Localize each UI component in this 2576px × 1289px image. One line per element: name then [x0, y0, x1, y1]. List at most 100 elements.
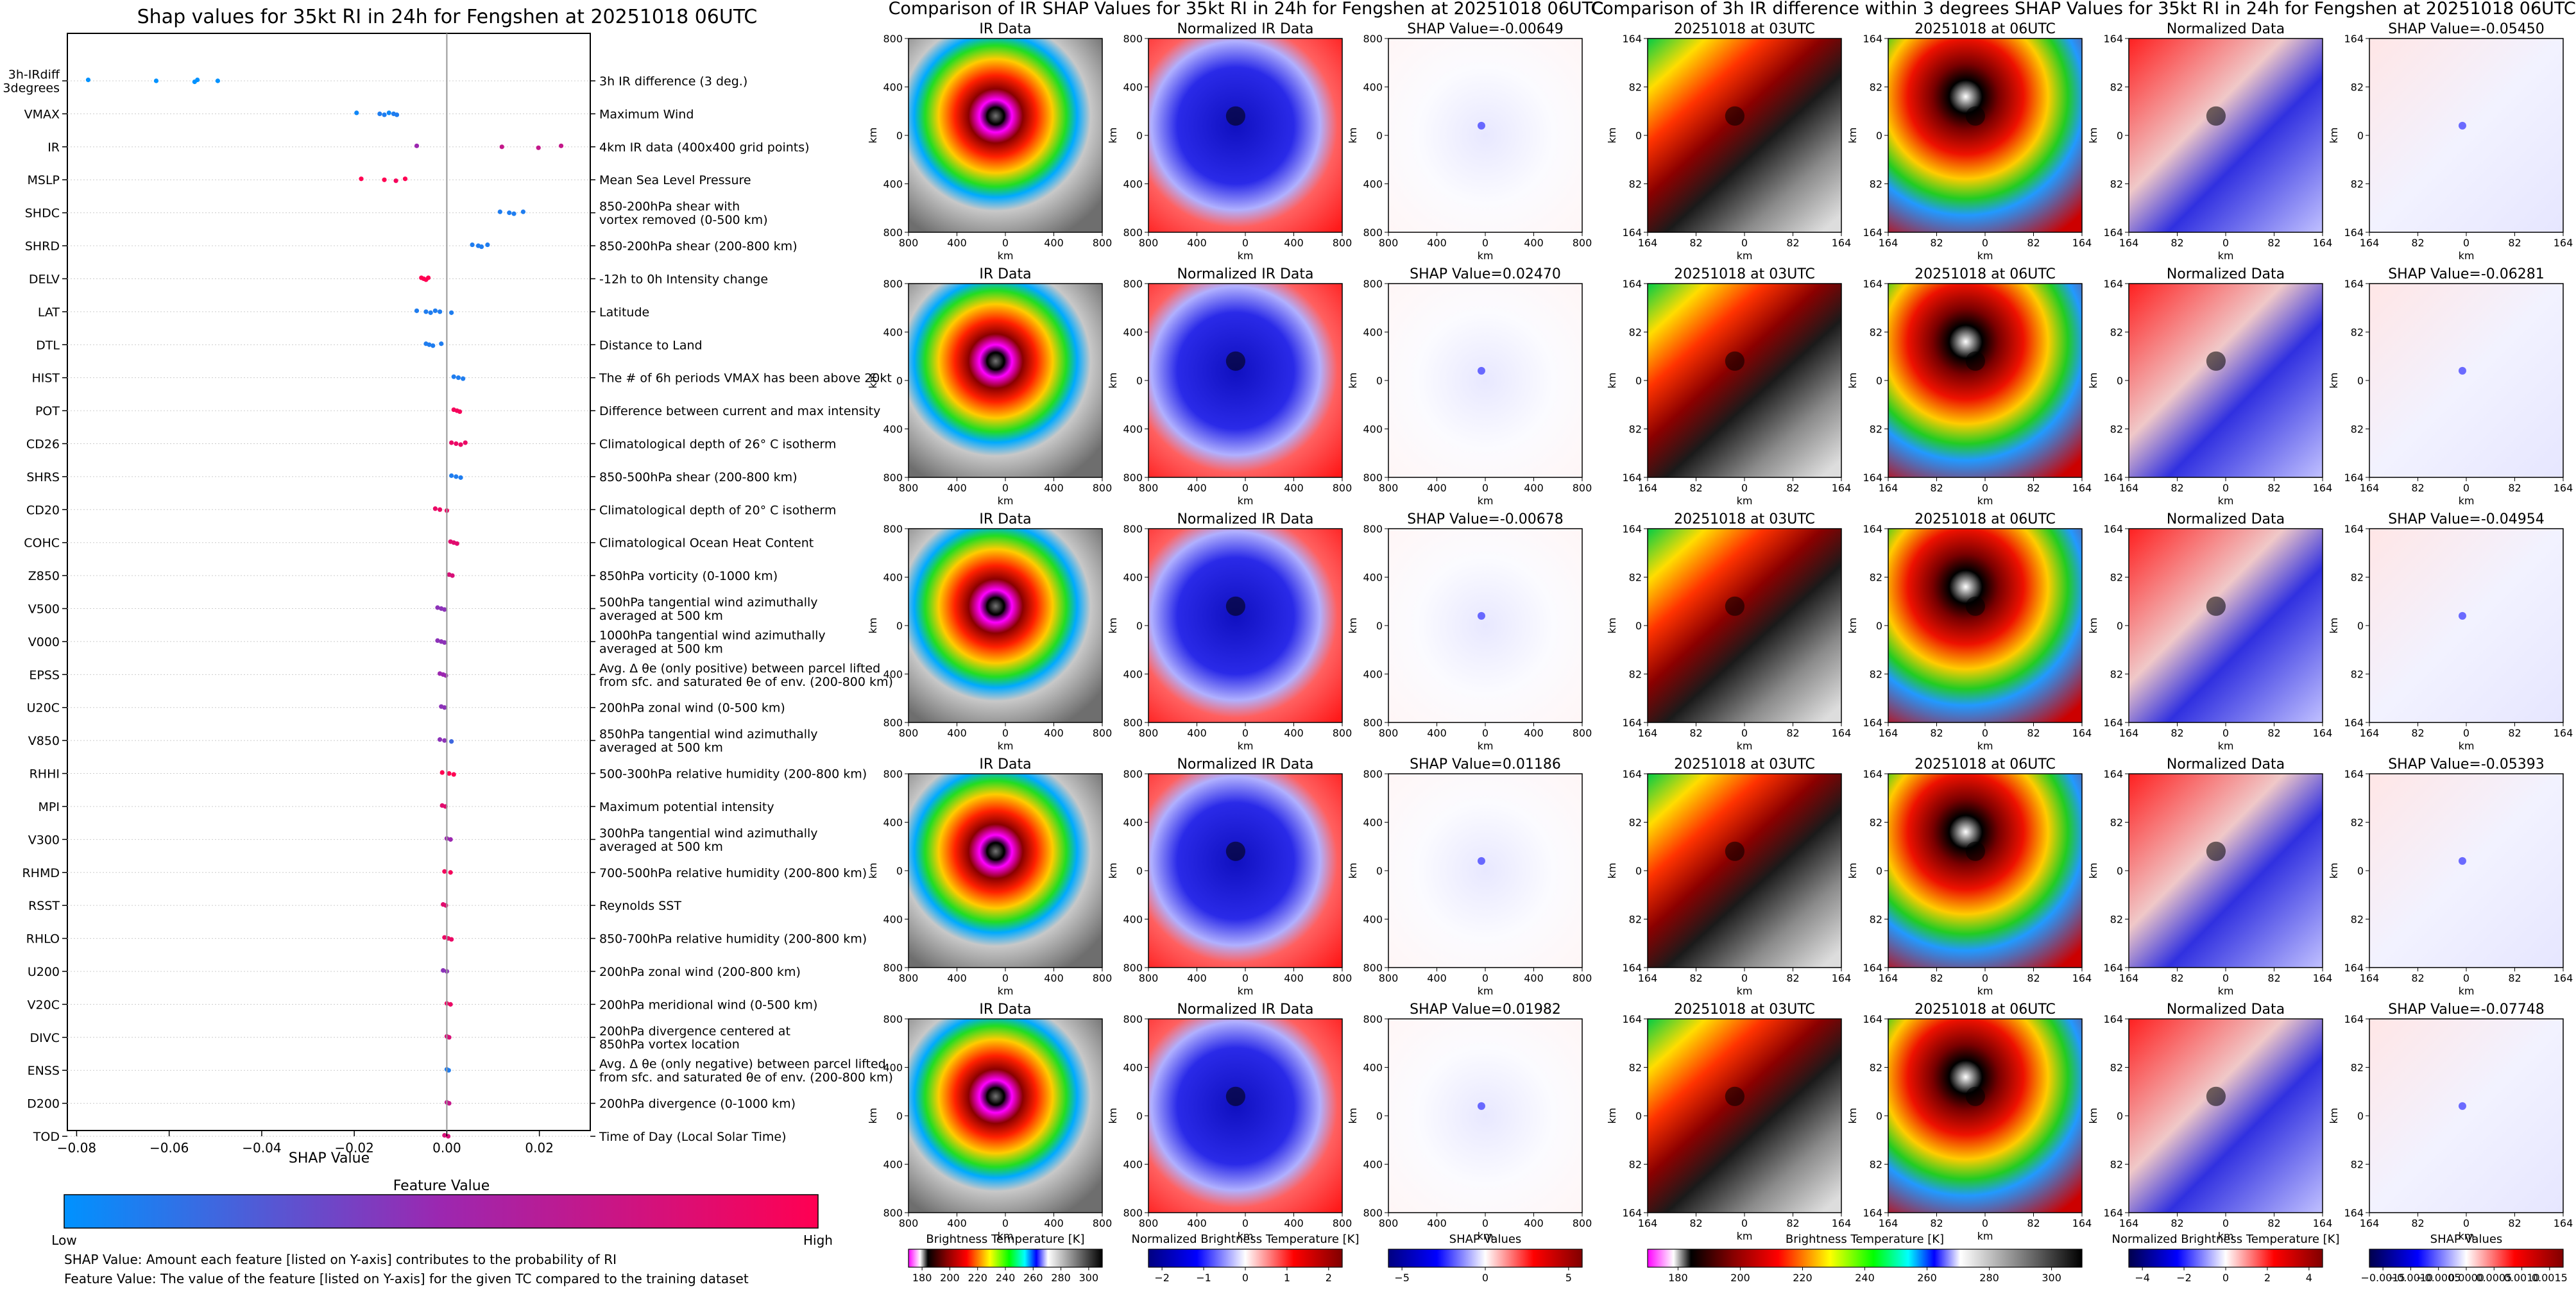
panel-y-tick-label: 400	[1123, 327, 1143, 339]
panel-y-tick-label: 82	[1629, 1062, 1642, 1074]
feature-code-label: ENSS	[28, 1064, 60, 1078]
data-heatmap	[1148, 38, 1343, 233]
colorbar-tick-label: 0.0005	[2476, 1272, 2512, 1284]
panel-x-tick-label: 82	[2508, 972, 2521, 984]
panel-y-tick-label: 800	[883, 1207, 903, 1219]
feature-description-label: Climatological depth of 26° C isotherm	[599, 437, 836, 451]
panel-x-label: km	[2218, 495, 2234, 507]
shap-point	[447, 1100, 452, 1106]
panel-y-tick-label: 164	[1622, 717, 1642, 729]
panel-x-tick-label: 0	[1982, 237, 1988, 249]
feature-description-label: 850-200hPa shear with vortex removed (0-5…	[599, 200, 768, 227]
panel-title: IR Data	[979, 21, 1031, 37]
panel-x-tick-label: 0	[2222, 727, 2229, 739]
colorbar-gradient	[1647, 1249, 2083, 1268]
panel-x-tick-label: 164	[1879, 482, 1898, 494]
colorbar-tick-label: −4	[2135, 1272, 2150, 1284]
panel-x-tick-label: 800	[1333, 1217, 1352, 1229]
storm-eye	[1225, 841, 1245, 861]
panel-y-tick-label: 0	[2357, 865, 2364, 877]
colorbar-tick-label: 2	[1326, 1272, 1332, 1284]
panel-y-tick-label: 800	[1123, 768, 1143, 780]
panel-x-tick-label: 0	[1002, 727, 1009, 739]
shap-point	[479, 244, 484, 250]
panel-y-tick-label: 0	[1376, 1110, 1383, 1122]
panel-x-tick-label: 82	[1930, 1217, 1943, 1229]
colorbar-tick-label: 0	[1482, 1272, 1488, 1284]
shap-point	[359, 176, 364, 182]
shap-hotspot	[2458, 366, 2466, 375]
panel-title: SHAP Value=0.01186	[1410, 756, 1561, 773]
panel-x-tick-label: 400	[1187, 727, 1207, 739]
colorbar-tick-label: −0.0005	[2416, 1272, 2461, 1284]
shap-point	[497, 209, 502, 214]
panel-x-tick-label: 800	[1379, 237, 1399, 249]
panel-x-tick-label: 800	[899, 237, 919, 249]
panel-y-tick-label: 400	[883, 572, 903, 584]
shap-hotspot	[2458, 857, 2466, 865]
panel-x-tick-label: 800	[899, 1217, 919, 1229]
panel-x-label: km	[998, 1230, 1014, 1242]
storm-eye	[2206, 596, 2226, 616]
panel-y-label: km	[2328, 128, 2340, 144]
panel-title: 20251018 at 03UTC	[1674, 266, 1815, 282]
shap-heatmap	[2369, 773, 2564, 968]
feature-description-label: Climatological depth of 20° C isotherm	[599, 503, 836, 517]
colorbar: SHAP Values −5 0 5 1e−5	[1388, 1233, 1583, 1289]
panel-x-tick-label: 0	[2222, 237, 2229, 249]
panel-x-tick-label: 164	[2360, 237, 2380, 249]
storm-eye	[1965, 596, 1985, 616]
feature-description-label: Reynolds SST	[599, 899, 681, 913]
panel-y-tick-label: 164	[1863, 768, 1882, 780]
panel-y-tick-label: 0	[2357, 375, 2364, 387]
shap-point	[442, 640, 447, 645]
storm-eye	[1965, 106, 1985, 126]
panel-x-tick-label: 164	[1832, 1217, 1852, 1229]
panel-x-tick-label: 400	[1044, 727, 1064, 739]
shap-x-tick-label: −0.08	[57, 1140, 96, 1156]
panel-y-tick-label: 0	[2117, 1110, 2123, 1122]
panel-x-tick-label: 0	[1482, 1217, 1488, 1229]
panel-y-label: km	[867, 128, 879, 144]
panel-y-label: km	[867, 373, 879, 389]
panel-y-label: km	[2328, 373, 2340, 389]
feature-code-label: RSST	[28, 899, 60, 913]
panel-x-label: km	[1737, 250, 1753, 262]
feature-description-label: Distance to Land	[599, 338, 703, 352]
shap-point	[382, 177, 387, 182]
panel-x-tick-label: 800	[1093, 237, 1113, 249]
colorbar-tick-label: −1	[1196, 1272, 1211, 1284]
colorbar-tick-label: 0.0000	[2448, 1272, 2484, 1284]
panel-title: SHAP Value=-0.00678	[1407, 511, 1564, 527]
panel-x-tick-label: 164	[2313, 972, 2333, 984]
panel-x-tick-label: 164	[1879, 237, 1898, 249]
panel-x-tick-label: 400	[1187, 972, 1207, 984]
panel-x-tick-label: 0	[1482, 972, 1488, 984]
shap-point	[442, 607, 447, 612]
panel-x-tick-label: 164	[1879, 727, 1898, 739]
panel-x-tick-label: 800	[1333, 727, 1352, 739]
feature-description-label: 850hPa vorticity (0-1000 km)	[599, 569, 778, 583]
colorbar-tick-label: 0	[1242, 1272, 1249, 1284]
shap-point	[463, 440, 468, 445]
panel-y-tick-label: 164	[2344, 226, 2364, 239]
panel-title: SHAP Value=0.01982	[1410, 1002, 1561, 1018]
panel-x-tick-label: 0	[1002, 972, 1009, 984]
panel-y-tick-label: 164	[1622, 962, 1642, 974]
panel-y-tick-label: 82	[2110, 669, 2123, 681]
panel-x-tick-label: 0	[1741, 237, 1748, 249]
panel-y-tick-label: 82	[2351, 817, 2364, 829]
panel-x-tick-label: 400	[947, 237, 967, 249]
panel-x-tick-label: 82	[1689, 482, 1702, 494]
panel-y-tick-label: 164	[1863, 472, 1882, 484]
panel-x-tick-label: 400	[1044, 482, 1064, 494]
panel-title: SHAP Value=-0.05450	[2388, 21, 2545, 37]
panel-x-tick-label: 164	[2360, 482, 2380, 494]
panel-y-tick-label: 82	[2351, 914, 2364, 926]
storm-eye	[1225, 351, 1245, 371]
